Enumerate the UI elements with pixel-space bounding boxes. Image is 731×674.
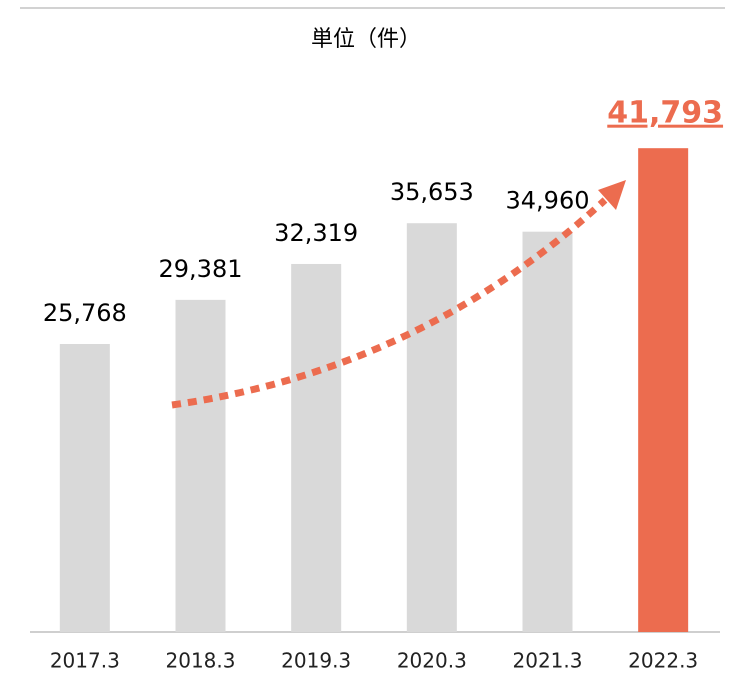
x-tick-label: 2018.3 [166,649,236,673]
value-label: 25,768 [43,299,127,327]
x-tick-label: 2019.3 [281,649,351,673]
value-label: 41,793 [607,96,723,131]
bar [638,148,689,632]
bar [406,223,457,632]
trend-arrowhead [598,180,626,210]
x-tick-label: 2021.3 [513,649,583,673]
x-tick-label: 2020.3 [397,649,467,673]
x-tick-label: 2017.3 [50,649,120,673]
bar [59,344,110,632]
value-label: 32,319 [274,219,358,247]
bar [522,231,573,632]
value-label: 34,960 [506,187,590,215]
value-label: 35,653 [390,178,474,206]
x-tick-label: 2022.3 [628,649,698,673]
bar [291,263,342,632]
value-label: 29,381 [159,255,243,283]
chart-title: 単位（件） [311,27,421,52]
bar [175,299,226,632]
trend-arrow [171,197,608,409]
